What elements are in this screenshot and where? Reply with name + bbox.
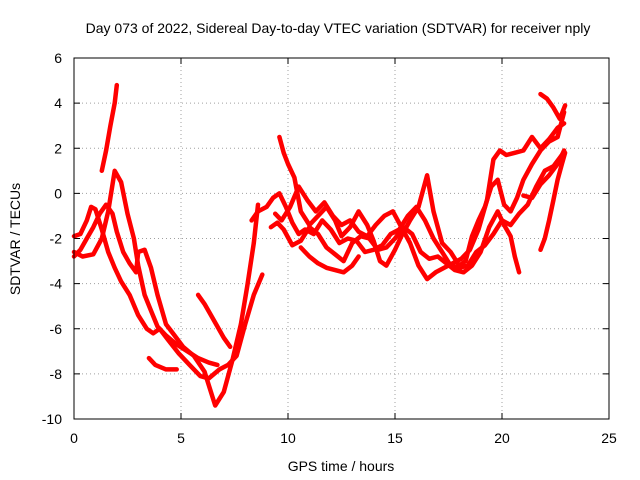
data-series [71,82,568,408]
y-tick-label: -4 [50,276,63,292]
series-track-13 [538,91,568,122]
series-track-4 [99,82,120,174]
chart-title: Day 073 of 2022, Sidereal Day-to-day VTE… [86,20,591,36]
x-tick-label: 20 [494,430,510,446]
y-tick-label: 6 [54,50,62,66]
x-tick-label: 5 [177,430,185,446]
y-tick-label: -2 [50,231,63,247]
series-track-11 [298,245,361,275]
plot-frame [73,57,610,420]
x-tick-label: 15 [387,430,403,446]
series-track-10 [272,121,567,282]
x-tick-label: 0 [70,430,78,446]
y-tick-label: -10 [42,411,62,427]
series-track-2 [71,204,265,381]
x-tick-label: 25 [601,430,617,446]
x-tick-label: 10 [280,430,296,446]
y-tick-label: -6 [50,321,63,337]
series-track-3 [71,168,220,368]
series-track-9 [268,209,522,275]
tick-labels: 0 5 10 15 20 25 -10 -8 -6 -4 -2 0 2 4 6 [42,50,617,446]
y-axis-label: SDTVAR / TECUs [7,183,23,295]
series-track-6 [195,292,233,350]
x-axis-label: GPS time / hours [288,458,395,474]
series-track-12 [521,148,567,201]
series-track-14 [538,150,568,253]
series-track-5 [146,355,179,372]
y-tick-label: 2 [54,140,62,156]
y-tick-label: 0 [54,185,62,201]
y-tick-label: -8 [50,366,63,382]
series-track-8 [277,109,567,268]
series-track-1 [71,202,261,408]
y-tick-label: 4 [54,95,62,111]
